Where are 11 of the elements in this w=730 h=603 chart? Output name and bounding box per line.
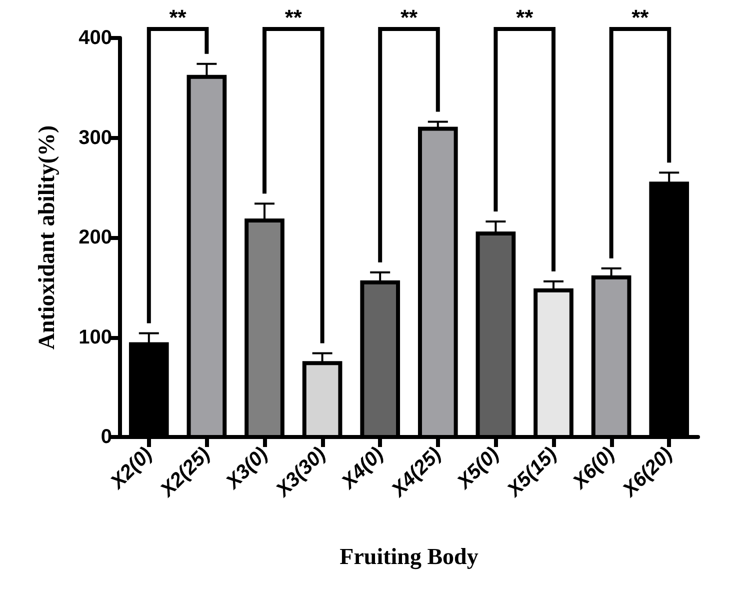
x-axis-title: Fruiting Body — [340, 544, 479, 570]
y-tick-label: 200 — [78, 226, 112, 248]
y-tick-label: 100 — [78, 326, 112, 348]
y-axis-title: Antioxidant ability(%) — [34, 125, 59, 350]
text: ** — [400, 5, 418, 30]
text: ** — [284, 5, 302, 30]
y-tick-label: 300 — [78, 126, 112, 149]
text: ** — [169, 5, 187, 30]
y-tick-label: 400 — [78, 27, 112, 49]
text: ** — [516, 5, 534, 30]
text: ** — [632, 5, 650, 30]
